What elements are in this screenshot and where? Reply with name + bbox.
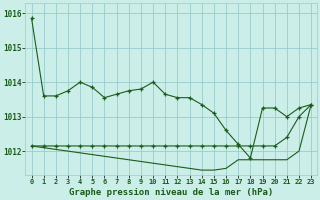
X-axis label: Graphe pression niveau de la mer (hPa): Graphe pression niveau de la mer (hPa) [69, 188, 274, 197]
